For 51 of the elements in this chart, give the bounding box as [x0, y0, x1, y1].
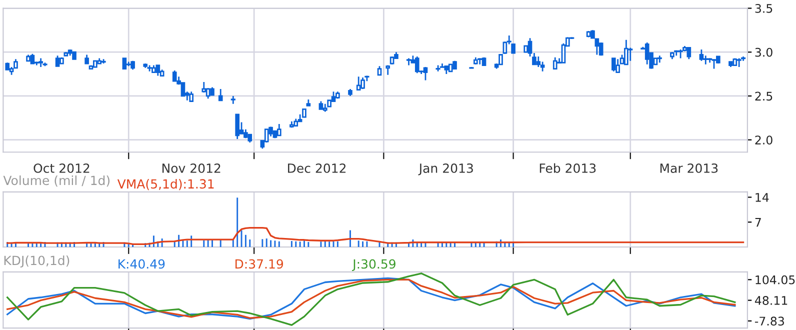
candlestick [644, 42, 650, 66]
candlestick [276, 123, 282, 136]
chart-title: KDJ(10,1d) [4, 255, 70, 268]
text: K:40.49 [118, 259, 165, 269]
candlestick [172, 70, 177, 82]
candlestick [552, 56, 558, 70]
y-tick-label: 104.05 [756, 275, 795, 284]
candlestick [55, 54, 60, 67]
candlestick [498, 54, 503, 66]
x-tick-label: Oct 2012 [34, 163, 90, 173]
series-label: J:30.59 [352, 259, 396, 272]
candlestick [624, 39, 628, 66]
candlestick [528, 37, 532, 58]
candlestick [206, 87, 210, 100]
chart-title: Volume (mil / 1d) [3, 175, 110, 187]
x-tick-label: Dec 2012 [288, 163, 346, 173]
candlestick [611, 58, 616, 72]
x-tick-label: Jan 2013 [418, 163, 473, 176]
y-tick-label: 3.0 [755, 48, 772, 57]
candlestick [218, 88, 223, 102]
candlestick [423, 66, 428, 81]
x-tick-label: Nov 2012 [162, 163, 220, 173]
y-tick-label: 7 [755, 218, 761, 227]
y-tick-label: 2.0 [755, 136, 772, 144]
candlestick [414, 56, 420, 74]
candlestick [616, 58, 620, 73]
candlestick [189, 90, 194, 102]
candlestick [264, 128, 269, 144]
y-tick-label: 2.5 [755, 92, 772, 101]
x-tick-label: Feb 2013 [540, 163, 596, 173]
x-tick-label: Mar 2013 [660, 163, 718, 173]
line-series [6, 226, 744, 245]
candlestick [536, 56, 541, 68]
line-series [6, 272, 736, 326]
candlestick [699, 48, 704, 62]
candlestick [712, 58, 716, 70]
candlestick [122, 58, 127, 70]
y-tick-label: -7.83 [754, 316, 784, 326]
text: D:37.19 [235, 259, 284, 269]
y-tick-label: 48.11 [754, 296, 788, 305]
candlestick [180, 82, 186, 97]
candlestick [202, 81, 206, 94]
candlestick [235, 114, 240, 140]
y-tick-label: 14 [756, 193, 769, 202]
text: VMA(5,1d):1.31 [117, 178, 214, 190]
y-tick-label: 3.5 [755, 4, 772, 13]
candlestick [30, 53, 35, 64]
candlestick [156, 64, 160, 76]
candlestick [356, 76, 361, 91]
candlestick [686, 47, 692, 60]
candlestick [360, 76, 365, 90]
